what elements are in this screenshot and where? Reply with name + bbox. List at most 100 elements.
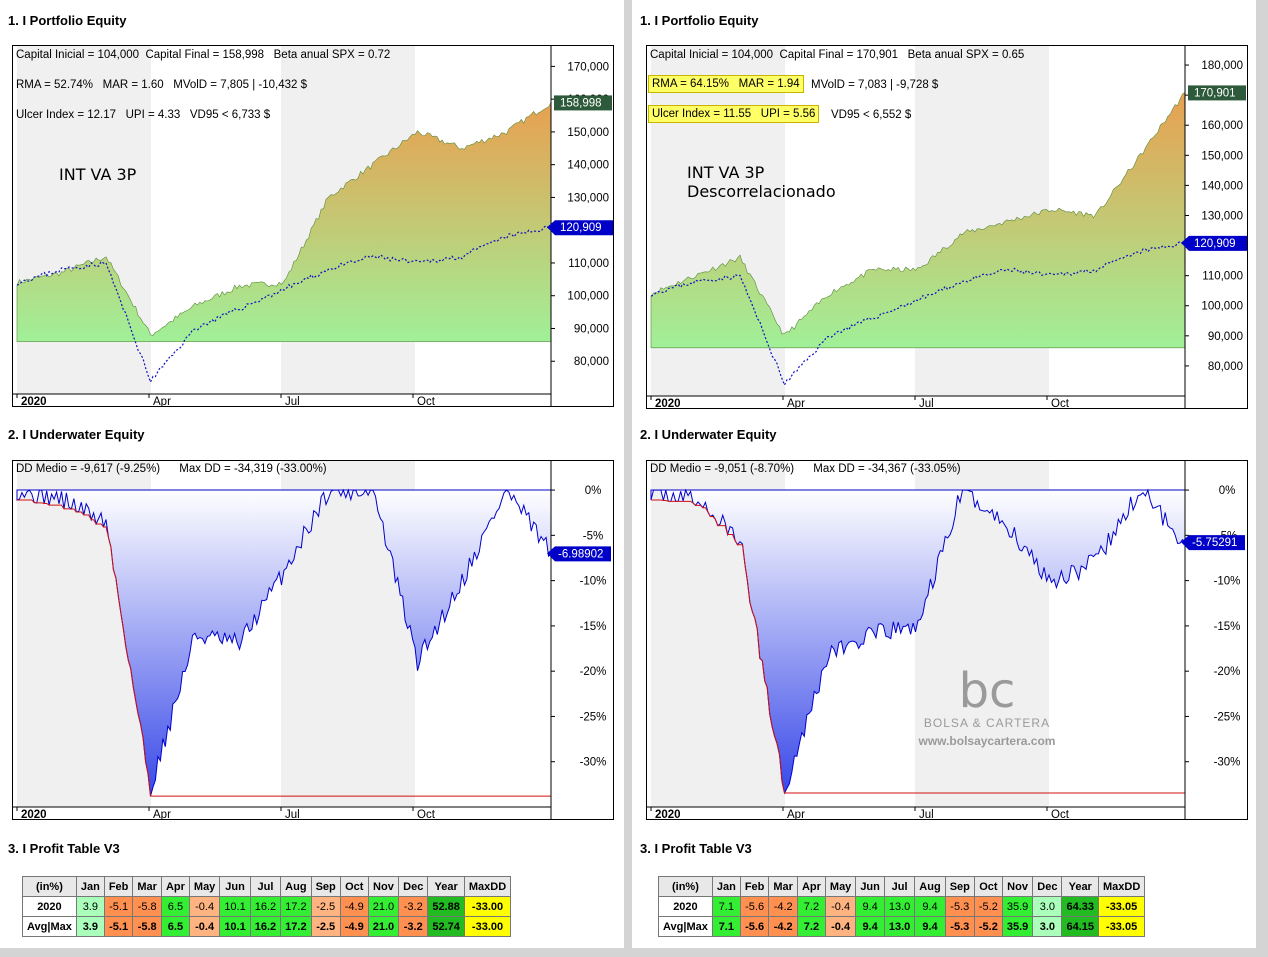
x-tick-label: 2020 — [21, 809, 47, 819]
table-row: Avg|Max 7.1 -5.6 -4.2 7.2 -0.4 9.4 13.0 9.4 -5.3-… — [658, 916, 1146, 937]
table-header-cell: Jun — [855, 876, 885, 897]
table-header-cell: Mar — [132, 876, 162, 897]
y-tick-label: 90,000 — [1208, 331, 1243, 343]
table-header-cell: Feb — [739, 876, 770, 897]
y-tick-label: 140,000 — [1201, 180, 1243, 192]
x-tick-label: 2020 — [655, 809, 681, 819]
stats-capital: Capital Inicial = 104,000 Capital Final … — [16, 49, 391, 61]
table-cell: 35.9 — [1001, 896, 1034, 917]
table-row-label: Avg|Max — [22, 916, 77, 937]
table-cell: 21.0 — [367, 916, 400, 937]
table-row: 2020 7.1 -5.6 -4.2 7.2 -0.4 9.4 13.0 9.4 -5.3 -5.2… — [658, 896, 1146, 917]
y-tick-label: -10% — [1214, 576, 1241, 588]
table-header-cell: Aug — [280, 876, 312, 897]
x-tick-label: Apr — [153, 809, 171, 819]
table-cell: 10.1 — [219, 916, 251, 937]
table-cell: 7.1 — [711, 896, 741, 917]
table-cell: -0.4 — [824, 916, 857, 937]
table-header-cell: Nov — [367, 876, 400, 897]
watermark-url: www.bolsaycartera.com — [918, 734, 1056, 748]
table-cell: -0.4 — [824, 896, 857, 917]
y-tick-label: 90,000 — [574, 323, 609, 335]
drawdown-area — [650, 488, 1186, 795]
benchmark-line — [650, 240, 1186, 387]
table-header-cell: (in%) — [658, 876, 713, 897]
x-tick-label: Jul — [919, 809, 934, 819]
x-tick-label: 2020 — [655, 398, 681, 408]
table-cell: 7.1 — [711, 916, 741, 937]
table-cell: -33.00 — [463, 896, 512, 917]
table-cell: -5.8 — [132, 896, 162, 917]
section-title-underwater: 2. I Underwater Equity — [640, 427, 777, 442]
pane-divider — [624, 0, 632, 957]
table-cell: 9.4 — [914, 896, 946, 917]
table-row-label: 2020 — [658, 896, 713, 917]
y-tick-label: -25% — [580, 711, 607, 723]
table-cell: -33.00 — [463, 916, 512, 937]
table-cell: -5.2 — [973, 916, 1003, 937]
table-row-label: 2020 — [22, 896, 77, 917]
y-tick-label: 0% — [585, 485, 602, 497]
table-cell: -0.4 — [188, 916, 221, 937]
table-cell: -2.5 — [310, 896, 341, 917]
drawdown-value-tag — [547, 546, 611, 562]
table-cell: -3.2 — [398, 896, 429, 917]
y-tick-label: -15% — [1214, 621, 1241, 633]
benchmark-value-tag — [1181, 235, 1247, 251]
dd-stats: DD Medio = -9,051 (-8.70%) Max DD = -34,… — [650, 463, 961, 475]
table-cell: -5.3 — [944, 896, 975, 917]
table-cell: 17.2 — [280, 896, 312, 917]
x-tick-label: Oct — [417, 396, 436, 406]
table-header-cell: Oct — [973, 876, 1003, 897]
y-tick-label: 150,000 — [567, 127, 609, 139]
y-tick-label: 100,000 — [1201, 301, 1243, 313]
table-header-cell: Oct — [339, 876, 369, 897]
underwater-chart: 0% -5% -10% -15% -20% -25% -30% 2020 Apr Jul Oct -6… — [13, 461, 611, 819]
table-header-cell: Apr — [796, 876, 826, 897]
watermark: bc BOLSA & CARTERA www.bolsaycartera.com — [902, 666, 1072, 766]
table-cell: -33.05 — [1097, 896, 1146, 917]
equity-area — [16, 102, 552, 342]
table-cell: -5.3 — [944, 916, 975, 937]
y-tick-label: 180,000 — [1201, 60, 1243, 72]
table-cell: 3.0 — [1032, 916, 1063, 937]
benchmark-line — [16, 225, 552, 384]
table-cell: -2.5 — [310, 916, 341, 937]
equity-value-tag — [554, 95, 612, 111]
equity-chart-panel: 170,000160,000150,000140,000130,000120,0… — [12, 45, 614, 407]
table-cell: 16.2 — [249, 916, 282, 937]
y-tick-label: 0% — [1219, 485, 1236, 497]
y-tick-label: 130,000 — [567, 192, 609, 204]
table-cell: 16.2 — [249, 896, 282, 917]
benchmark-value-text: 120,909 — [1194, 238, 1236, 250]
table-header-cell: Jan — [75, 876, 105, 897]
table-cell: 7.2 — [796, 896, 826, 917]
table-cell: 35.9 — [1001, 916, 1034, 937]
table-cell: 64.33 — [1061, 896, 1099, 917]
section-title-profit: 3. I Profit Table V3 — [8, 841, 120, 856]
table-cell: 7.2 — [796, 916, 826, 937]
benchmark-value-text: 120,909 — [560, 222, 602, 234]
table-header-cell: May — [824, 876, 857, 897]
table-cell: 9.4 — [914, 916, 946, 937]
equity-chart: 180,000170,000160,000150,000140,000130,0… — [647, 46, 1247, 408]
table-header-cell: Jul — [249, 876, 282, 897]
y-tick-label: 100,000 — [567, 291, 609, 303]
section-title-underwater: 2. I Underwater Equity — [8, 427, 145, 442]
table-cell: 21.0 — [367, 896, 400, 917]
x-tick-label: Apr — [787, 809, 805, 819]
table-cell: -5.1 — [103, 916, 134, 937]
strategy-name: INT VA 3P Descorrelacionado — [687, 163, 836, 201]
table-cell: 13.0 — [883, 916, 916, 937]
y-tick-label: -30% — [580, 757, 607, 769]
y-tick-label: -20% — [580, 666, 607, 678]
y-tick-label: 80,000 — [574, 356, 609, 368]
drawdown-value-text: -5.75291 — [1192, 537, 1237, 549]
table-cell: -33.05 — [1097, 916, 1146, 937]
table-cell: 10.1 — [219, 896, 251, 917]
table-header-cell: Year — [427, 876, 465, 897]
table-cell: 3.9 — [75, 896, 105, 917]
table-header-cell: Jun — [219, 876, 251, 897]
stats-rma-highlight: RMA = 64.15% MAR = 1.94 — [648, 75, 804, 93]
profit-table: (in%) Jan Feb Mar Apr May Jun Jul Aug Sep Oct Nov De… — [22, 876, 512, 937]
